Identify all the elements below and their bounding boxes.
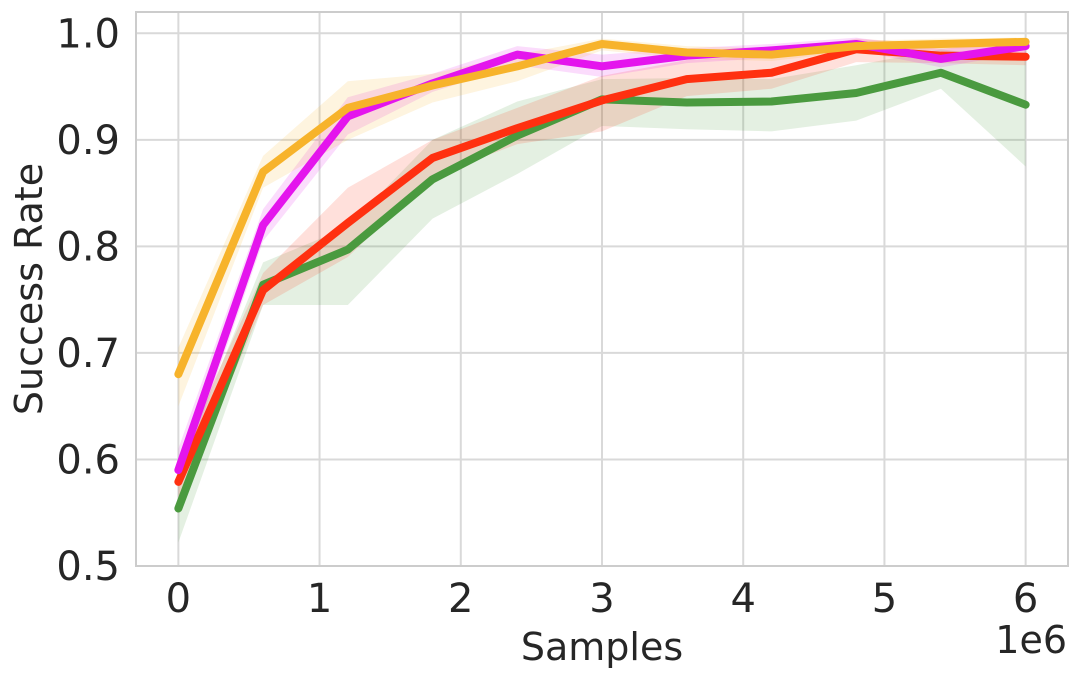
y-tick-label: 0.7 — [56, 331, 120, 377]
series-1-band — [178, 49, 1026, 543]
y-tick-labels: 0.5 0.6 0.7 0.8 0.9 1.0 — [56, 11, 120, 590]
x-axis-label: Samples — [521, 625, 683, 669]
y-tick-label: 0.9 — [56, 118, 120, 164]
series-4-line — [174, 37, 1030, 379]
x-tick-label: 0 — [166, 576, 191, 622]
y-tick-label: 0.5 — [56, 544, 120, 590]
x-tick-label: 2 — [448, 576, 473, 622]
x-tick-label: 3 — [589, 576, 614, 622]
y-tick-label: 0.6 — [56, 437, 120, 483]
x-offset-label: 1e6 — [995, 618, 1067, 662]
confidence-bands — [178, 37, 1026, 543]
series-lines — [174, 37, 1030, 513]
y-axis-label: Success Rate — [7, 163, 51, 415]
plot-frame — [135, 11, 1069, 567]
y-tick-label: 1.0 — [56, 11, 120, 57]
x-tick-label: 6 — [1013, 576, 1038, 622]
x-tick-label: 1 — [307, 576, 332, 622]
x-tick-label: 4 — [730, 576, 755, 622]
x-tick-label: 5 — [872, 576, 897, 622]
x-tick-labels: 0 1 2 3 4 5 6 — [166, 576, 1039, 622]
y-tick-label: 0.8 — [56, 224, 120, 270]
